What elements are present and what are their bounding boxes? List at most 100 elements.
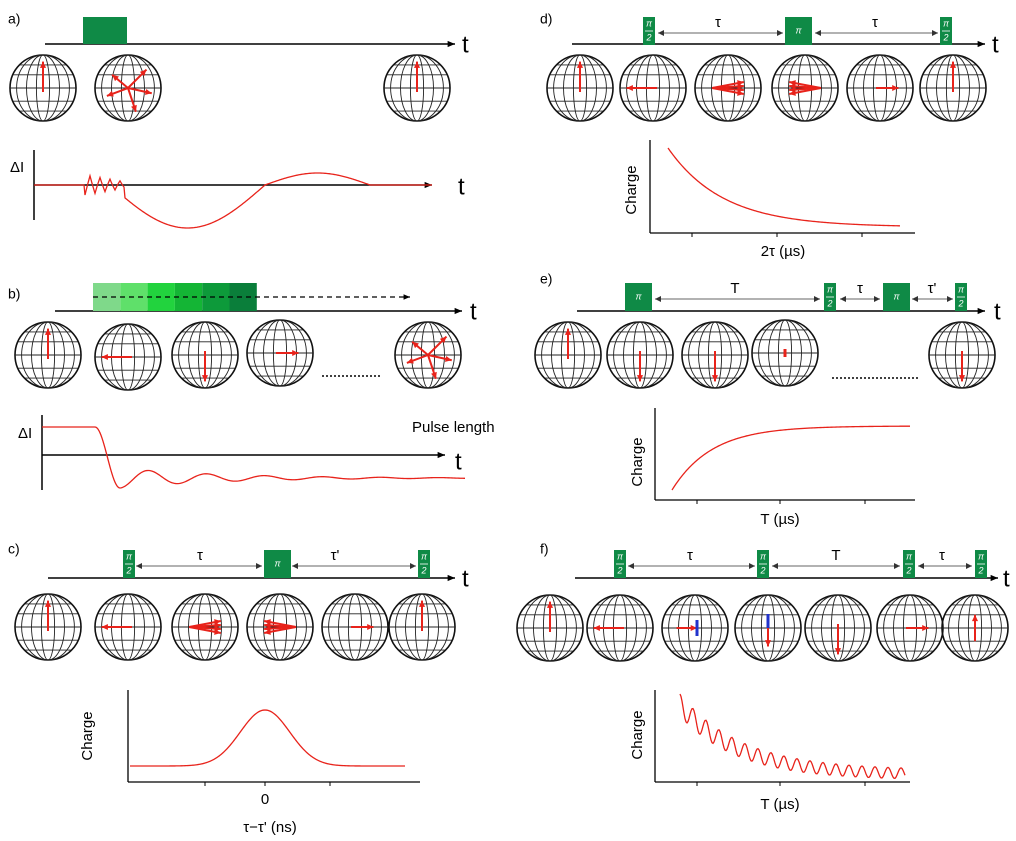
bloch-sphere xyxy=(246,593,314,661)
bloch-sphere xyxy=(606,321,674,389)
signal-curve xyxy=(130,709,405,767)
bloch-sphere xyxy=(388,593,456,661)
arrow-head xyxy=(966,563,972,569)
bloch-sphere xyxy=(534,321,602,389)
plot-x-label: τ−τ' (ns) xyxy=(243,819,296,836)
pulse-label: 2 xyxy=(826,298,832,308)
plot-y-label: Charge xyxy=(79,711,96,760)
bloch-sphere xyxy=(804,594,872,662)
spin-head xyxy=(626,84,633,92)
signal-curve xyxy=(42,426,466,489)
spin-head xyxy=(101,623,108,631)
spin-head xyxy=(131,104,137,112)
spin-head xyxy=(106,90,114,97)
spin-head xyxy=(412,341,419,349)
spin-head xyxy=(214,628,221,635)
panel-label: f) xyxy=(540,541,549,557)
arrow-head xyxy=(136,563,142,569)
pulse-label: π xyxy=(646,18,653,28)
spin-head xyxy=(144,88,152,95)
arrow-head xyxy=(403,294,410,300)
bloch-sphere xyxy=(734,594,802,662)
delay-label: τ' xyxy=(331,547,340,564)
arrow-head xyxy=(815,30,821,36)
bloch-sphere xyxy=(394,321,462,389)
bloch-sphere xyxy=(941,594,1009,662)
arrow-head xyxy=(437,451,445,459)
arrow-head xyxy=(894,563,900,569)
pulse-label: π xyxy=(760,551,767,561)
arrow-head xyxy=(749,563,755,569)
label-bg xyxy=(681,551,699,563)
spin-head xyxy=(139,69,147,77)
spin-head xyxy=(439,336,447,344)
time-axis-label: t xyxy=(992,31,999,58)
pulse-label: π xyxy=(635,291,642,301)
bloch-sphere xyxy=(661,594,729,662)
arrow-head xyxy=(447,40,455,48)
arrow-head xyxy=(410,563,416,569)
bloch-sphere xyxy=(94,323,162,391)
pulse-label: π xyxy=(943,18,950,28)
pulse xyxy=(625,283,652,311)
pulse-step xyxy=(202,283,230,311)
pulse-step xyxy=(147,283,175,311)
bloch-sphere xyxy=(586,594,654,662)
delay-label: τ xyxy=(687,547,693,564)
bloch-sphere xyxy=(919,54,987,122)
bloch-sphere xyxy=(546,54,614,122)
pulse xyxy=(883,283,910,311)
pulse-label: 2 xyxy=(759,565,765,575)
pulse-label: π xyxy=(126,551,133,561)
spin-head xyxy=(636,375,644,382)
spin-head xyxy=(711,375,719,382)
pulse-label: 2 xyxy=(957,298,963,308)
label-bg xyxy=(866,18,884,30)
bloch-sphere xyxy=(94,593,162,661)
bloch-sphere xyxy=(516,594,584,662)
pulse-label: 2 xyxy=(905,565,911,575)
delay-label: τ xyxy=(197,547,203,564)
arrow-head xyxy=(990,574,998,582)
pulse-step xyxy=(174,283,203,311)
bloch-sphere xyxy=(321,593,389,661)
spin-head xyxy=(949,61,957,68)
pulse-label: 2 xyxy=(420,565,426,575)
time-axis-label: t xyxy=(462,31,469,58)
pulse-label: π xyxy=(827,284,834,294)
spin-head xyxy=(737,89,744,96)
spin-head xyxy=(44,600,52,607)
arrow-head xyxy=(977,40,985,48)
spin-head xyxy=(292,349,299,357)
label-bg xyxy=(726,284,744,296)
pulse-label: 2 xyxy=(645,32,651,42)
arrow-head xyxy=(814,296,820,302)
pulse xyxy=(264,550,291,578)
spin-head xyxy=(367,623,374,631)
bloch-sphere xyxy=(246,319,314,387)
arrow-head xyxy=(977,307,985,315)
time-axis-label: t xyxy=(994,298,1001,325)
arrow-head xyxy=(918,563,924,569)
panel-label: d) xyxy=(540,11,552,27)
time-axis-label: t xyxy=(462,565,469,592)
delay-label: τ' xyxy=(928,280,937,297)
spin-head xyxy=(576,61,584,68)
spin-head xyxy=(444,355,452,362)
bloch-sphere xyxy=(14,593,82,661)
spin-head xyxy=(764,640,772,647)
spin-head xyxy=(418,600,426,607)
spin-head xyxy=(406,357,414,364)
bloch-sphere xyxy=(94,54,162,122)
label-bg xyxy=(923,284,941,296)
signal-time-label: t xyxy=(455,448,462,475)
arrow-head xyxy=(777,30,783,36)
signal-curve xyxy=(671,425,910,491)
pulse xyxy=(83,17,127,44)
spin-head xyxy=(564,328,572,335)
label-bg xyxy=(326,551,344,563)
spin-head xyxy=(39,61,47,68)
time-axis-label: t xyxy=(1003,565,1010,592)
label-bg xyxy=(827,551,845,563)
